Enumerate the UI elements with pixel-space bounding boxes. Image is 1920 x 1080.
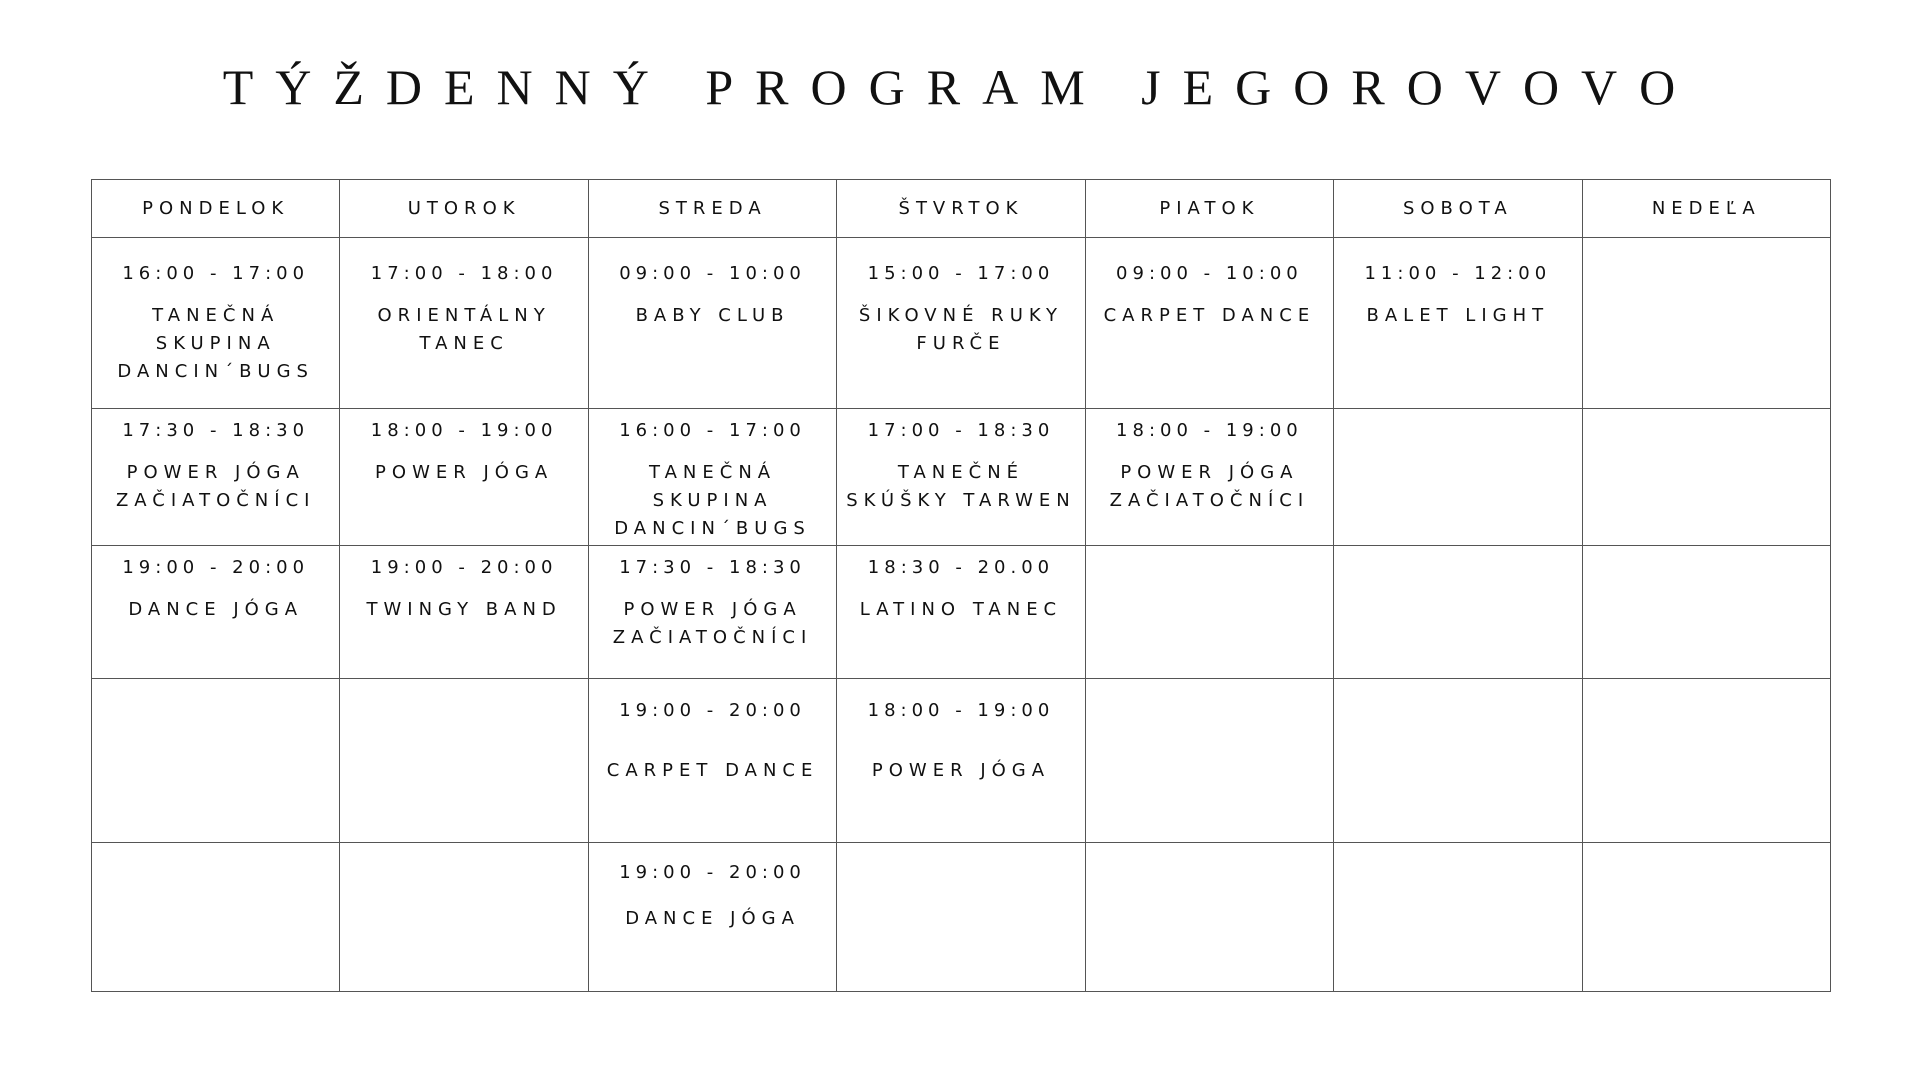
- class-time: 16:00 - 17:00: [619, 420, 806, 441]
- class-time: 17:30 - 18:30: [619, 557, 806, 578]
- class-time: 15:00 - 17:00: [867, 263, 1055, 284]
- class-name: POWER JÓGA: [375, 462, 554, 483]
- schedule-cell: [1333, 678, 1583, 843]
- class-name: TANEČNÁ SKUPINA DANCIN´BUGS: [117, 305, 314, 382]
- class-name: ORIENTÁLNY TANEC: [377, 305, 551, 354]
- page-title: TÝŽDENNÝ PROGRAM JEGOROVOVO: [222, 59, 1698, 115]
- class-time: 09:00 - 10:00: [619, 263, 806, 284]
- table-row: 16:00 - 17:00 TANEČNÁ SKUPINA DANCIN´BUGS…: [90, 237, 1832, 409]
- schedule-cell: 15:00 - 17:00 ŠIKOVNÉ RUKY FURČE: [836, 237, 1086, 409]
- schedule-cell: [1581, 408, 1832, 546]
- schedule-cell: 19:00 - 20:00 TWINGY BAND: [339, 545, 589, 679]
- day-header: PIATOK: [1084, 179, 1335, 238]
- class-name: TANEČNÁ SKUPINA DANCIN´BUGS: [614, 462, 811, 539]
- class-time: 09:00 - 10:00: [1116, 263, 1303, 284]
- table-row: 19:00 - 20:00 DANCE JÓGA 19:00 - 20:00 TWIN…: [90, 545, 1832, 679]
- class-name: BALET LIGHT: [1366, 305, 1550, 326]
- class-name: POWER JÓGA: [871, 760, 1051, 781]
- schedule-cell: [1084, 545, 1335, 679]
- class-name: CARPET DANCE: [606, 760, 819, 781]
- schedule-cell: 17:00 - 18:30 TANEČNÉ SKÚŠKY TARWEN: [836, 408, 1086, 546]
- class-time: 19:00 - 20:00: [619, 700, 806, 721]
- schedule-cell: 19:00 - 20:00 DANCE JÓGA: [587, 842, 838, 992]
- class-name: TWINGY BAND: [366, 599, 562, 620]
- schedule-cell: 18:00 - 19:00 POWER JÓGA: [339, 408, 589, 546]
- schedule-cell: [836, 842, 1086, 992]
- schedule-cell: [90, 678, 341, 843]
- schedule-cell: [1084, 842, 1335, 992]
- class-time: 19:00 - 20:00: [619, 862, 806, 883]
- class-time: 19:00 - 20:00: [370, 557, 558, 578]
- class-time: 17:00 - 18:30: [867, 420, 1055, 441]
- class-name: POWER JÓGA ZAČIATOČNÍCI: [1109, 462, 1310, 511]
- schedule-cell: [1581, 842, 1832, 992]
- schedule-cell: 09:00 - 10:00 BABY CLUB: [587, 237, 838, 409]
- day-header: ŠTVRTOK: [836, 179, 1086, 238]
- class-time: 18:00 - 19:00: [867, 700, 1055, 721]
- schedule-cell: [1581, 545, 1832, 679]
- class-name: LATINO TANEC: [859, 599, 1063, 620]
- class-time: 17:30 - 18:30: [122, 420, 310, 441]
- class-name: BABY CLUB: [635, 305, 790, 326]
- class-name: TANEČNÉ SKÚŠKY TARWEN: [846, 462, 1076, 511]
- table-row: 17:30 - 18:30 POWER JÓGA ZAČIATOČNÍCI 18:0…: [90, 408, 1832, 546]
- schedule-cell: 18:00 - 19:00 POWER JÓGA: [836, 678, 1086, 843]
- schedule-table: PONDELOK UTOROK STREDA ŠTVRTOK PIATOK SOBOTA N…: [90, 179, 1832, 992]
- class-name: POWER JÓGA ZAČIATOČNÍCI: [115, 462, 316, 511]
- day-header: PONDELOK: [90, 179, 341, 238]
- class-time: 18:00 - 19:00: [370, 420, 558, 441]
- schedule-cell: 17:00 - 18:00 ORIENTÁLNY TANEC: [339, 237, 589, 409]
- table-row: 19:00 - 20:00 CARPET DANCE 18:00 - 19:00 PO…: [90, 678, 1832, 843]
- day-header: NEDEĽA: [1581, 179, 1832, 238]
- class-time: 17:00 - 18:00: [370, 263, 558, 284]
- schedule-cell: 16:00 - 17:00 TANEČNÁ SKUPINA DANCIN´BUGS: [90, 237, 341, 409]
- class-time: 16:00 - 17:00: [122, 263, 310, 284]
- class-name: CARPET DANCE: [1103, 305, 1316, 326]
- schedule-cell: 18:30 - 20.00 LATINO TANEC: [836, 545, 1086, 679]
- schedule-cell: [1581, 678, 1832, 843]
- schedule-cell: 18:00 - 19:00 POWER JÓGA ZAČIATOČNÍCI: [1084, 408, 1335, 546]
- schedule-cell: 11:00 - 12:00 BALET LIGHT: [1333, 237, 1583, 409]
- class-name: DANCE JÓGA: [128, 599, 304, 620]
- schedule-cell: 19:00 - 20:00 DANCE JÓGA: [90, 545, 341, 679]
- schedule-cell: 16:00 - 17:00 TANEČNÁ SKUPINA DANCIN´BUGS: [587, 408, 838, 546]
- schedule-cell: [1333, 842, 1583, 992]
- header-row: PONDELOK UTOROK STREDA ŠTVRTOK PIATOK SOBOTA N…: [90, 179, 1832, 238]
- schedule-cell: [1581, 237, 1832, 409]
- schedule-cell: [90, 842, 341, 992]
- schedule-cell: [339, 842, 589, 992]
- class-time: 19:00 - 20:00: [122, 557, 310, 578]
- class-time: 18:00 - 19:00: [1116, 420, 1303, 441]
- class-name: POWER JÓGA ZAČIATOČNÍCI: [612, 599, 813, 648]
- schedule-cell: 17:30 - 18:30 POWER JÓGA ZAČIATOČNÍCI: [90, 408, 341, 546]
- class-time: 11:00 - 12:00: [1364, 263, 1552, 284]
- schedule-cell: [1333, 545, 1583, 679]
- schedule-cell: [1333, 408, 1583, 546]
- schedule-cell: [1084, 678, 1335, 843]
- schedule-cell: [339, 678, 589, 843]
- class-name: DANCE JÓGA: [625, 908, 800, 929]
- schedule-cell: 19:00 - 20:00 CARPET DANCE: [587, 678, 838, 843]
- class-time: 18:30 - 20.00: [867, 557, 1055, 578]
- table-row: 19:00 - 20:00 DANCE JÓGA: [90, 842, 1832, 992]
- day-header: SOBOTA: [1333, 179, 1583, 238]
- schedule-cell: 17:30 - 18:30 POWER JÓGA ZAČIATOČNÍCI: [587, 545, 838, 679]
- class-name: ŠIKOVNÉ RUKY FURČE: [858, 305, 1064, 354]
- day-header: STREDA: [587, 179, 838, 238]
- schedule-cell: 09:00 - 10:00 CARPET DANCE: [1084, 237, 1335, 409]
- day-header: UTOROK: [339, 179, 589, 238]
